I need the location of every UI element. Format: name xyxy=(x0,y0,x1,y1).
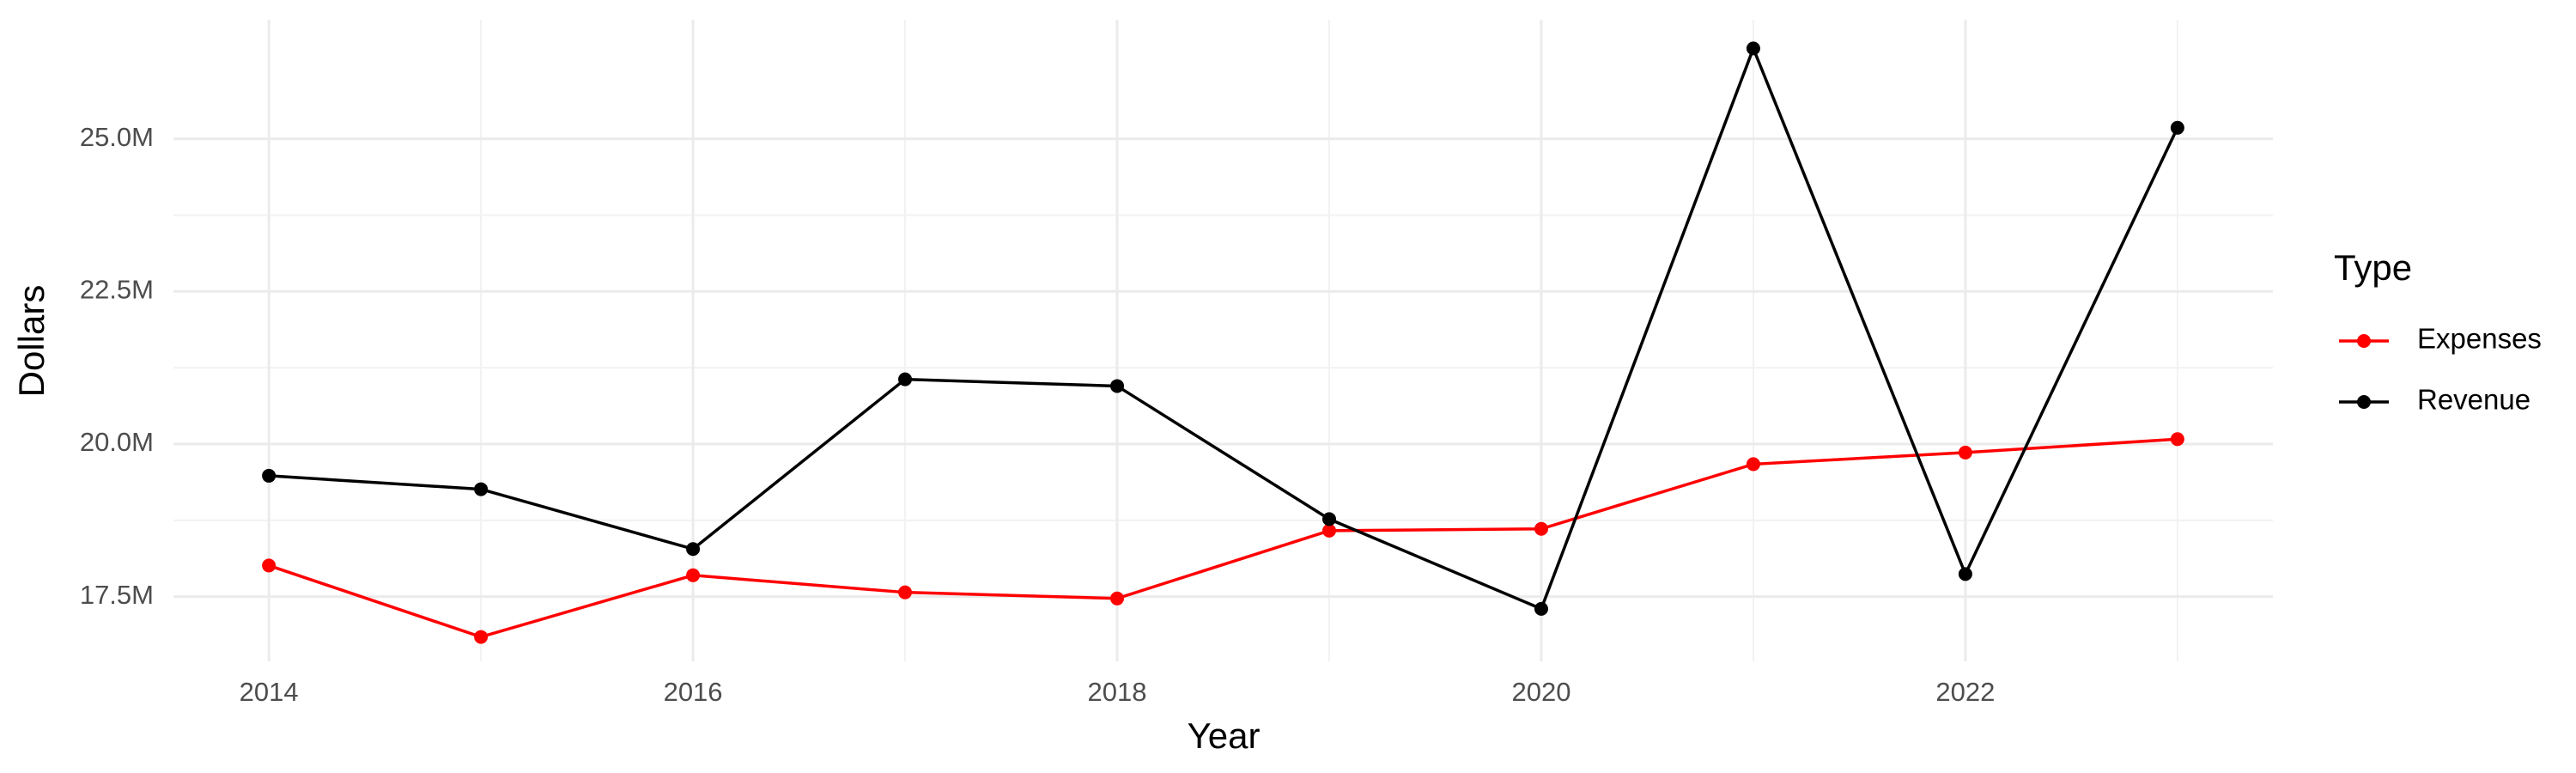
x-tick-label: 2014 xyxy=(240,677,299,707)
y-axis-title: Dollars xyxy=(11,285,52,398)
legend-marker xyxy=(2357,334,2371,348)
data-point xyxy=(2170,432,2184,447)
data-point xyxy=(262,558,276,573)
x-tick-label: 2022 xyxy=(1935,677,1995,707)
data-point xyxy=(2170,120,2184,135)
legend-marker xyxy=(2357,395,2371,409)
data-point xyxy=(262,468,276,483)
x-tick-label: 2018 xyxy=(1088,677,1147,707)
data-point xyxy=(686,542,701,557)
x-axis-title: Year xyxy=(1188,715,1261,756)
data-point xyxy=(1110,591,1125,606)
data-point xyxy=(1534,521,1548,536)
data-point xyxy=(1958,567,1972,581)
data-point xyxy=(1321,512,1336,526)
legend-title: Type xyxy=(2334,247,2412,288)
data-point xyxy=(1534,601,1548,616)
legend-label: Expenses xyxy=(2417,323,2542,355)
data-point xyxy=(1746,457,1760,472)
data-point xyxy=(898,372,913,386)
y-tick-label: 22.5M xyxy=(80,274,154,304)
y-tick-label: 20.0M xyxy=(80,427,154,457)
data-point xyxy=(1958,445,1972,460)
data-point xyxy=(898,585,913,600)
data-point xyxy=(474,482,489,496)
data-point xyxy=(1110,379,1125,393)
data-point xyxy=(1746,41,1760,56)
legend-label: Revenue xyxy=(2417,384,2530,416)
series-line xyxy=(269,44,2179,612)
x-tick-label: 2020 xyxy=(1511,677,1571,707)
data-point xyxy=(474,630,489,644)
data-point xyxy=(1321,523,1336,538)
y-tick-label: 17.5M xyxy=(80,580,154,610)
x-tick-label: 2016 xyxy=(664,677,723,707)
data-point xyxy=(686,568,701,582)
y-tick-label: 25.0M xyxy=(80,122,154,152)
series-line xyxy=(268,437,2178,639)
